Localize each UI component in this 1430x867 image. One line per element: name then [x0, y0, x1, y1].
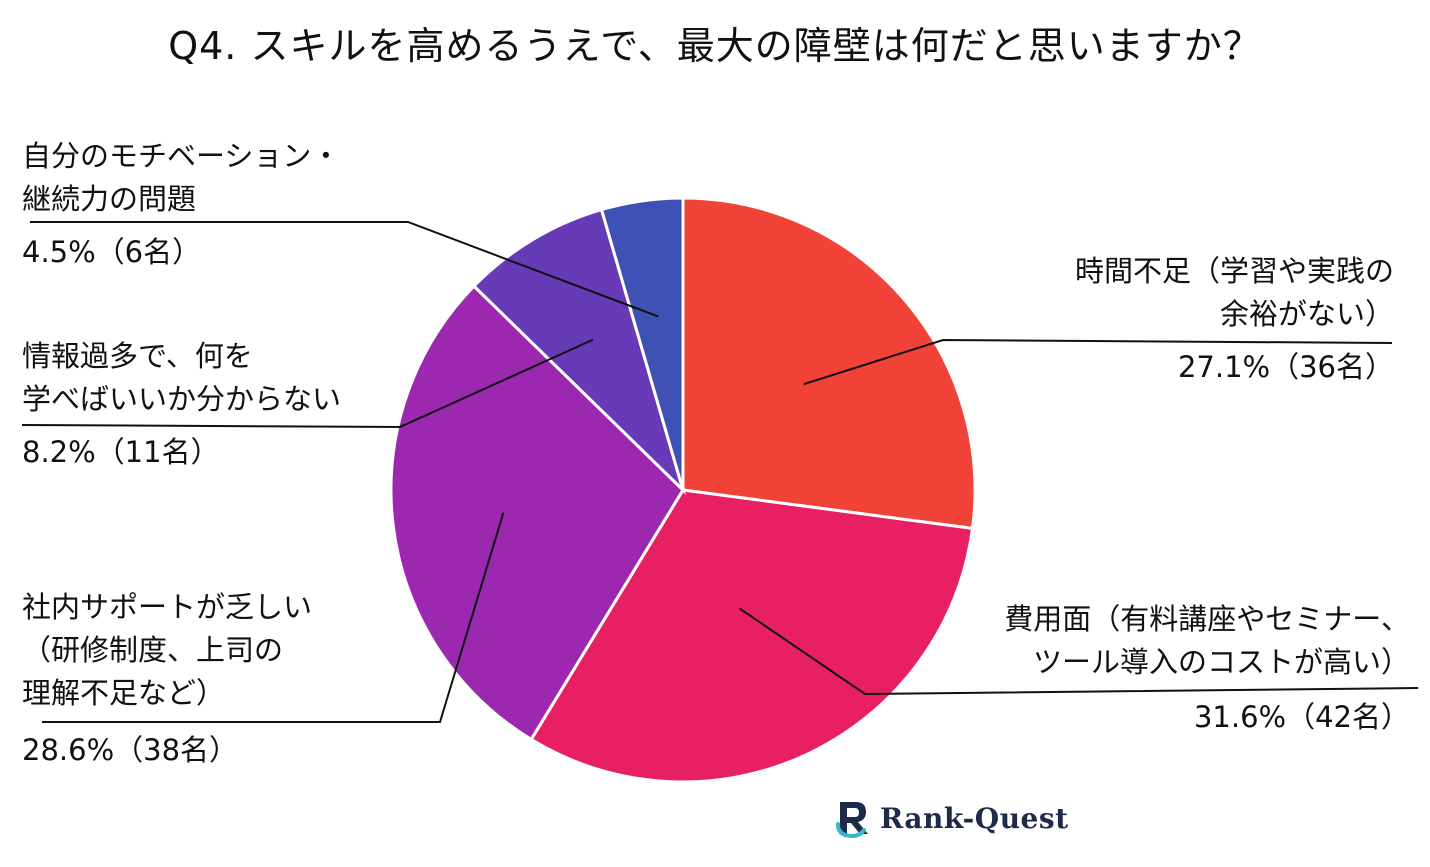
slice-percent-label: 28.6%（38名）	[22, 733, 239, 767]
slice-percent-label: 27.1%（36名）	[1177, 350, 1394, 384]
chart-title: Q4. スキルを高めるうえで、最大の障壁は何だと思いますか？	[168, 24, 1262, 68]
slice-name-line: 社内サポートが乏しい	[22, 590, 313, 624]
slice-name-line: 継続力の問題	[22, 182, 197, 216]
leader-line	[21, 338, 594, 429]
label-motivation: 自分のモチベーション・ 継続力の問題 4.5%（6名）	[22, 135, 340, 274]
slice-name-line: （研修制度、上司の	[22, 633, 284, 667]
leader-line	[803, 338, 1393, 386]
slice-internal-support	[389, 284, 685, 742]
slice-name-line: 情報過多で、何を	[22, 339, 253, 373]
slice-motivation	[599, 196, 685, 491]
leader-line	[739, 607, 1419, 696]
label-cost: 費用面（有料講座やセミナー、 ツール導入のコストが高い） 31.6%（42名）	[1004, 598, 1410, 739]
slice-percent-label: 4.5%（6名）	[22, 235, 202, 269]
label-information-overload: 情報過多で、何を 学べばいいか分からない 8.2%（11名）	[22, 335, 341, 474]
slice-percent-label: 8.2%（11名）	[22, 435, 220, 469]
label-time-shortage: 時間不足（学習や実践の 余裕がない） 27.1%（36名）	[1075, 250, 1394, 389]
slice-information-overload	[471, 207, 687, 496]
slice-name-line: 余裕がない）	[1219, 297, 1394, 331]
slice-cost	[529, 488, 975, 784]
slice-name-line: 理解不足など）	[22, 676, 226, 710]
brand-logo: Rank-Quest	[834, 798, 1069, 838]
leader-line	[30, 221, 659, 318]
slice-name-line: ツール導入のコストが高い）	[1032, 645, 1410, 679]
slice-name-line: 費用面（有料講座やセミナー、	[1004, 602, 1410, 636]
slice-percent-label: 31.6%（42名）	[1193, 700, 1410, 734]
brand-logo-text: Rank-Quest	[880, 801, 1069, 835]
slice-name-line: 時間不足（学習や実践の	[1074, 254, 1394, 288]
leader-lines	[21, 221, 1419, 723]
slice-name-line: 自分のモチベーション・	[22, 139, 341, 173]
leader-line	[42, 512, 505, 723]
rank-quest-logo-icon	[836, 802, 868, 838]
label-internal-support: 社内サポートが乏しい （研修制度、上司の 理解不足など） 28.6%（38名）	[22, 586, 312, 772]
slice-time-shortage	[681, 196, 977, 531]
pie-slices	[389, 196, 977, 784]
slice-name-line: 学べばいいか分からない	[22, 382, 342, 416]
